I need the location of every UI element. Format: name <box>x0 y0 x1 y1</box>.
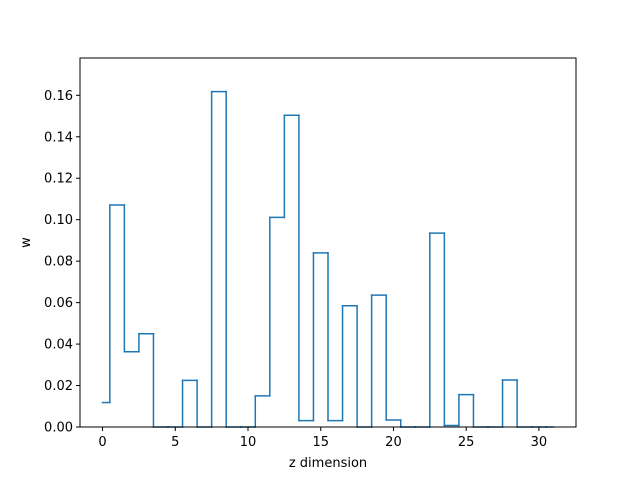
x-axis-label: z dimension <box>289 456 367 471</box>
x-tick-label: 30 <box>531 435 548 450</box>
y-tick-label: 0.02 <box>44 379 73 394</box>
x-tick-label: 0 <box>98 435 106 450</box>
y-tick-label: 0.10 <box>44 213 73 228</box>
y-tick-label: 0.00 <box>44 421 73 436</box>
x-tick-label: 15 <box>312 435 329 450</box>
x-tick-label: 25 <box>458 435 475 450</box>
y-tick-label: 0.12 <box>44 172 73 187</box>
y-axis-ticks: 0.00 0.02 0.04 0.06 0.08 0.10 0.12 0.14 0.16 <box>44 89 80 436</box>
x-tick-label: 5 <box>171 435 179 450</box>
x-tick-label: 10 <box>240 435 257 450</box>
y-tick-label: 0.16 <box>44 89 73 104</box>
x-tick-label: 20 <box>385 435 402 450</box>
plot-frame <box>79 57 577 428</box>
x-axis-ticks: 0 5 10 15 20 25 30 <box>98 427 547 450</box>
y-axis-label: w <box>19 237 34 248</box>
y-tick-label: 0.14 <box>44 130 73 145</box>
y-tick-label: 0.04 <box>44 338 73 353</box>
y-tick-label: 0.06 <box>44 296 73 311</box>
y-tick-label: 0.08 <box>44 255 73 270</box>
